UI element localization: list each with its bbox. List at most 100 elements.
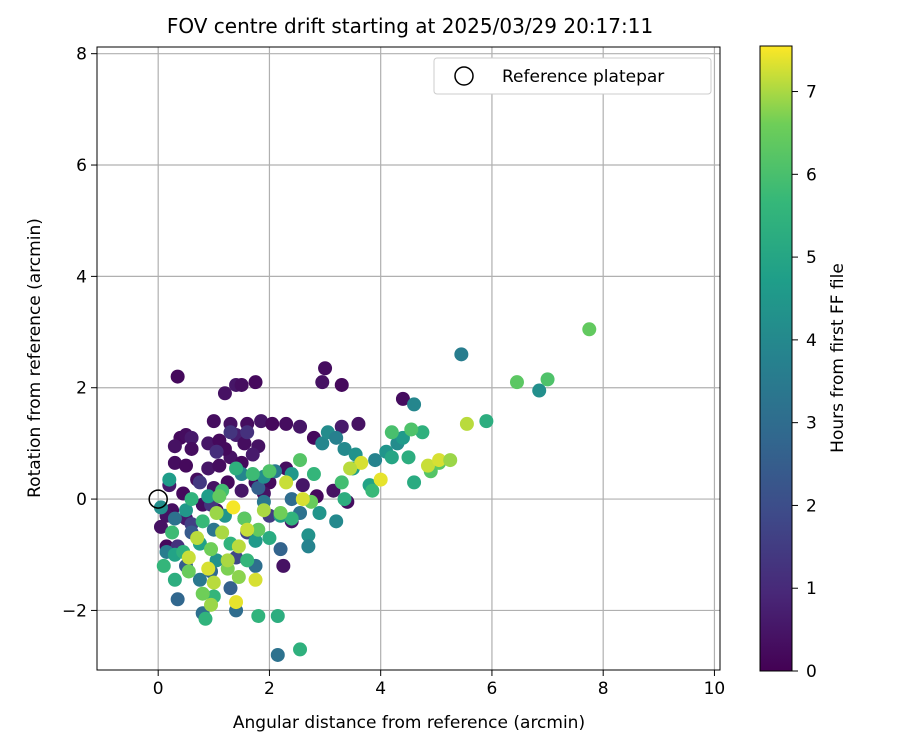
data-point bbox=[220, 553, 235, 568]
chart-title: FOV centre drift starting at 2025/03/29 … bbox=[167, 14, 653, 38]
data-point bbox=[334, 475, 349, 490]
legend-entry: Reference platepar bbox=[502, 67, 664, 87]
data-point bbox=[245, 467, 260, 482]
data-point bbox=[404, 422, 419, 437]
colorbar-label: Hours from first FF file bbox=[828, 263, 848, 453]
data-point bbox=[312, 505, 327, 520]
data-point bbox=[229, 595, 244, 610]
data-point bbox=[165, 525, 180, 540]
data-point bbox=[153, 519, 168, 534]
colorbar-tick-label: 4 bbox=[806, 331, 817, 351]
x-axis-label: Angular distance from reference (arcmin) bbox=[233, 713, 585, 733]
y-axis-ticks: −2 0 2 4 6 8 bbox=[62, 45, 97, 621]
data-point bbox=[179, 503, 193, 518]
data-point bbox=[184, 492, 199, 507]
colorbar-ticks: 0 1 2 3 4 5 6 7 bbox=[792, 83, 817, 682]
data-point bbox=[209, 444, 224, 459]
legend: Reference platepar bbox=[433, 57, 712, 95]
y-tick-label: 8 bbox=[76, 45, 87, 65]
data-point bbox=[206, 414, 221, 429]
colorbar-tick-label: 2 bbox=[806, 496, 817, 516]
data-point bbox=[223, 581, 238, 596]
data-point bbox=[248, 375, 263, 390]
data-point bbox=[251, 480, 266, 495]
data-point bbox=[293, 419, 308, 434]
data-point bbox=[343, 461, 358, 476]
data-point bbox=[395, 391, 410, 406]
data-point bbox=[192, 475, 207, 490]
data-point bbox=[231, 539, 246, 554]
data-point bbox=[209, 505, 224, 520]
data-point bbox=[293, 642, 308, 657]
data-point bbox=[407, 475, 422, 490]
x-tick-label: 4 bbox=[375, 679, 386, 699]
data-point bbox=[459, 416, 474, 431]
data-point bbox=[415, 425, 430, 440]
data-point bbox=[454, 347, 469, 362]
data-point bbox=[251, 522, 266, 537]
data-point bbox=[184, 441, 199, 456]
data-point bbox=[234, 377, 249, 392]
data-point bbox=[184, 430, 199, 445]
data-point bbox=[315, 436, 330, 451]
data-point bbox=[217, 386, 232, 401]
data-point bbox=[206, 575, 221, 590]
data-point bbox=[301, 539, 316, 554]
data-point bbox=[240, 553, 255, 568]
data-point bbox=[365, 483, 380, 498]
data-point bbox=[262, 464, 277, 479]
data-point bbox=[315, 375, 330, 390]
data-point bbox=[201, 461, 216, 476]
data-point bbox=[279, 475, 294, 490]
data-point bbox=[509, 375, 524, 390]
data-point bbox=[293, 453, 308, 468]
data-point bbox=[240, 425, 255, 440]
data-point bbox=[368, 453, 383, 468]
data-point bbox=[204, 542, 219, 557]
data-point bbox=[170, 592, 185, 607]
data-point bbox=[306, 467, 321, 482]
data-point bbox=[276, 558, 291, 573]
data-point bbox=[270, 647, 285, 662]
data-point bbox=[237, 436, 252, 451]
data-point bbox=[156, 558, 171, 573]
colorbar-tick-label: 6 bbox=[806, 165, 817, 185]
data-point bbox=[329, 430, 344, 445]
data-point bbox=[248, 533, 263, 548]
data-point bbox=[254, 414, 269, 429]
data-point bbox=[582, 322, 597, 337]
data-point bbox=[181, 564, 196, 579]
data-point bbox=[167, 572, 182, 587]
reference-point bbox=[148, 489, 168, 509]
data-point bbox=[204, 597, 219, 612]
data-point bbox=[181, 550, 196, 565]
data-point bbox=[223, 425, 238, 440]
data-point bbox=[167, 455, 182, 470]
x-axis-ticks: 0 2 4 6 8 10 bbox=[153, 670, 725, 699]
data-point bbox=[354, 455, 369, 470]
data-point bbox=[167, 511, 182, 526]
reference-marker bbox=[148, 489, 168, 509]
data-point bbox=[226, 500, 241, 515]
data-point bbox=[384, 425, 399, 440]
colorbar-tick-label: 5 bbox=[806, 248, 817, 268]
x-tick-label: 2 bbox=[264, 679, 275, 699]
data-point bbox=[329, 514, 344, 529]
data-point bbox=[270, 608, 285, 623]
data-point bbox=[229, 461, 244, 476]
colorbar-gradient bbox=[759, 45, 793, 672]
data-point bbox=[532, 383, 547, 398]
data-point bbox=[432, 453, 447, 468]
y-tick-label: 2 bbox=[76, 379, 87, 399]
data-point bbox=[337, 441, 352, 456]
data-point bbox=[240, 522, 255, 537]
data-point bbox=[167, 439, 182, 454]
data-point bbox=[179, 458, 193, 473]
data-point bbox=[301, 528, 316, 543]
data-markers bbox=[153, 322, 597, 662]
data-point bbox=[215, 525, 230, 540]
data-point bbox=[170, 369, 185, 384]
data-point bbox=[373, 472, 388, 487]
x-tick-label: 6 bbox=[487, 679, 498, 699]
colorbar: 0 1 2 3 4 5 6 7 Hours from first FF file bbox=[759, 45, 848, 682]
